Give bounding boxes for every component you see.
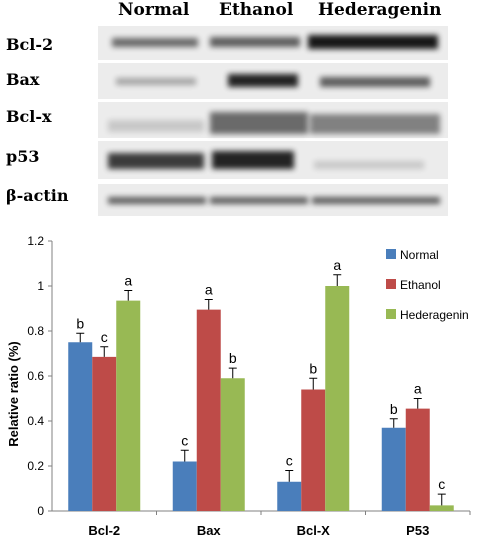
band-p53-normal	[108, 153, 204, 169]
significance-letter: b	[390, 401, 398, 417]
blot-row-label-bclx: Bcl-x	[6, 107, 52, 126]
bar-normal	[172, 461, 197, 511]
band-bcl2-ethanol	[210, 37, 300, 47]
significance-letter: b	[229, 350, 237, 366]
y-tick-label: 1.2	[27, 234, 44, 248]
blot-column-normal: Normal	[118, 0, 190, 20]
bar-normal	[381, 427, 406, 511]
bar-normal	[277, 481, 302, 511]
legend-label: Normal	[400, 248, 439, 262]
blot-row-label-bcl2: Bcl-2	[6, 35, 54, 54]
significance-letter: a	[205, 282, 213, 298]
bar-normal	[68, 342, 93, 511]
bar-ethanol	[196, 309, 221, 511]
category-label: P53	[406, 523, 429, 538]
bar-hederagenin	[220, 378, 245, 511]
category-label: Bcl-2	[88, 523, 120, 538]
band-bclx-hederagenin	[310, 114, 440, 134]
band-bax-hederagenin	[320, 77, 430, 87]
significance-letter: c	[286, 453, 293, 469]
band-bclx-normal	[108, 120, 204, 132]
blot-panel-bclx	[98, 102, 448, 138]
legend-swatch	[386, 309, 396, 319]
significance-letter: a	[414, 381, 422, 397]
band-bclx-ethanol	[210, 112, 308, 134]
blot-panel-actin	[98, 184, 448, 216]
bar-ethanol	[301, 389, 326, 511]
band-p53-hederagenin	[314, 161, 424, 169]
band-bcl2-hederagenin	[308, 35, 438, 49]
significance-letter: c	[181, 432, 188, 448]
y-tick-label: 0.6	[27, 369, 44, 383]
category-label: Bax	[197, 523, 222, 538]
bar-hederagenin	[429, 505, 454, 511]
band-bax-ethanol	[228, 74, 298, 87]
band-bcl2-normal	[112, 38, 198, 47]
category-label: Bcl-X	[297, 523, 331, 538]
band-p53-ethanol	[212, 151, 294, 169]
bar-hederagenin	[325, 286, 350, 511]
y-tick-label: 0	[37, 504, 44, 518]
significance-letter: a	[124, 273, 132, 289]
significance-letter: c	[101, 329, 108, 345]
y-tick-label: 1	[37, 279, 44, 293]
legend-swatch	[386, 279, 396, 289]
bar-ethanol	[405, 408, 430, 511]
bar-ethanol	[92, 356, 117, 511]
significance-letter: c	[438, 476, 445, 492]
blot-column-hederagenin: Hederagenin	[318, 0, 442, 20]
y-tick-label: 0.2	[27, 459, 44, 473]
blot-panel-p53	[98, 141, 448, 179]
band-actin-ethanol	[210, 197, 308, 204]
blot-row-label-bax: Bax	[6, 70, 40, 89]
legend-label: Ethanol	[400, 278, 441, 292]
bar-hederagenin	[116, 300, 141, 511]
y-tick-label: 0.8	[27, 324, 44, 338]
y-tick-label: 0.4	[27, 414, 44, 428]
legend-swatch	[386, 249, 396, 259]
band-actin-normal	[108, 197, 206, 204]
blot-column-ethanol: Ethanol	[219, 0, 294, 20]
y-axis-label: Relative ratio (%)	[6, 341, 21, 446]
legend-label: Hederagenin	[400, 308, 469, 322]
blot-row-label-p53: p53	[6, 147, 40, 166]
significance-letter: b	[76, 315, 84, 331]
band-bax-normal	[116, 78, 196, 85]
blot-panel-bax	[98, 63, 448, 99]
band-actin-hederagenin	[312, 197, 440, 204]
blot-panel-bcl2	[98, 26, 448, 60]
blot-row-label-actin: β-actin	[6, 186, 69, 205]
bar-chart: 0 0.2 0.4 0.6 0.8 1 1.2 Relative ratio (%) Bcl-2…	[6, 234, 471, 538]
significance-letter: a	[333, 257, 341, 273]
significance-letter: b	[309, 360, 317, 376]
